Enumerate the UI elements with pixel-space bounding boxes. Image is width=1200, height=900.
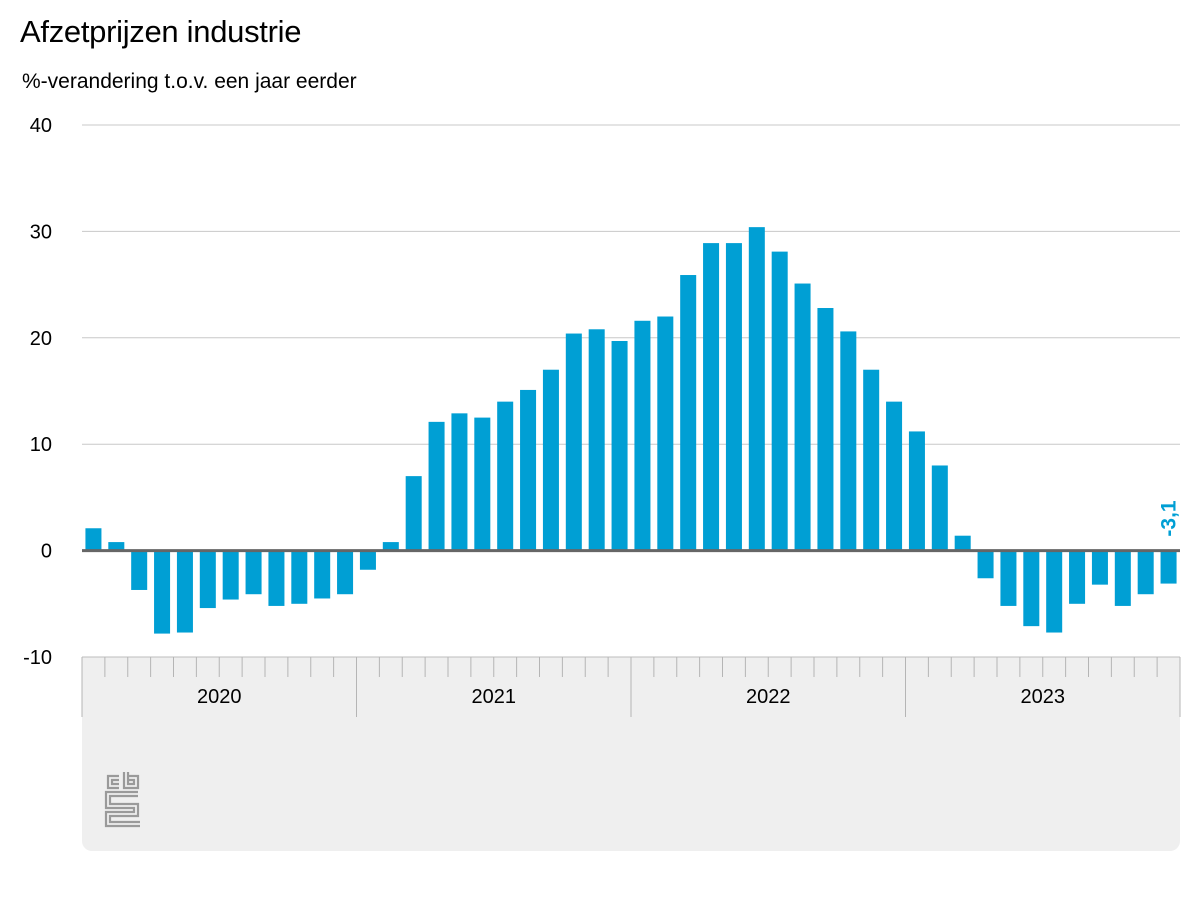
bar: [1114, 550, 1131, 606]
bar: [199, 550, 216, 609]
bar: [794, 283, 811, 551]
bar: [634, 320, 651, 551]
bar: [588, 329, 605, 551]
x-year-label: 2022: [746, 686, 791, 708]
chart-subtitle: %-verandering t.o.v. een jaar eerder: [22, 70, 357, 93]
bar: [703, 243, 720, 551]
x-year-label: 2020: [197, 686, 242, 708]
bar: [131, 550, 148, 590]
bar: [222, 550, 239, 600]
bar: [725, 243, 742, 551]
bar: [977, 550, 994, 579]
bar: [85, 528, 102, 551]
last-value-label: -3,1: [1158, 500, 1181, 537]
bar: [931, 465, 948, 551]
bar: [428, 421, 445, 551]
bar: [451, 413, 468, 551]
bar: [863, 369, 880, 551]
bar: [108, 542, 125, 551]
chart-title: Afzetprijzen industrie: [20, 14, 302, 49]
y-tick-label: 0: [41, 541, 52, 563]
bar: [291, 550, 308, 604]
bar: [611, 340, 628, 551]
y-tick-label: 10: [30, 434, 52, 456]
y-tick-label: -10: [23, 647, 52, 669]
bar: [1091, 550, 1108, 585]
bar: [1069, 550, 1086, 604]
bar: [359, 550, 376, 570]
bar: [1046, 550, 1063, 633]
bar: [840, 331, 857, 551]
bar: [954, 535, 971, 551]
y-tick-label: 40: [30, 115, 52, 137]
bar: [657, 316, 674, 551]
bar: [314, 550, 331, 599]
bar: [542, 369, 559, 551]
bar: [886, 401, 903, 551]
bar: [337, 550, 354, 595]
bar: [1160, 550, 1177, 584]
y-tick-label: 20: [30, 328, 52, 350]
bar: [520, 389, 537, 551]
x-axis: 2020 2021 2022 2023: [81, 656, 1181, 717]
x-year-label: 2021: [472, 686, 517, 708]
bar: [680, 275, 697, 551]
y-tick-label: 30: [30, 221, 52, 243]
x-year-label: 2023: [1021, 686, 1066, 708]
bar: [771, 251, 788, 551]
bar: [154, 550, 171, 634]
bar: [382, 542, 399, 551]
bar: [176, 550, 193, 633]
bar: [565, 333, 582, 551]
bar: [908, 431, 925, 551]
bar: [405, 476, 422, 551]
annotations: -3,1: [1158, 500, 1181, 537]
bars: [85, 227, 1177, 634]
bar: [1023, 550, 1040, 627]
bar: [497, 401, 514, 551]
y-axis-ticks: 40 30 20 10 0 -10: [23, 115, 52, 669]
gridlines: [82, 124, 1180, 445]
bar: [1000, 550, 1017, 606]
bar: [817, 308, 834, 551]
bar: [245, 550, 262, 595]
bar: [474, 417, 491, 551]
cbs-logo-icon: [104, 772, 140, 828]
bar: [1137, 550, 1154, 595]
bar: [268, 550, 285, 606]
bar: [748, 227, 765, 551]
